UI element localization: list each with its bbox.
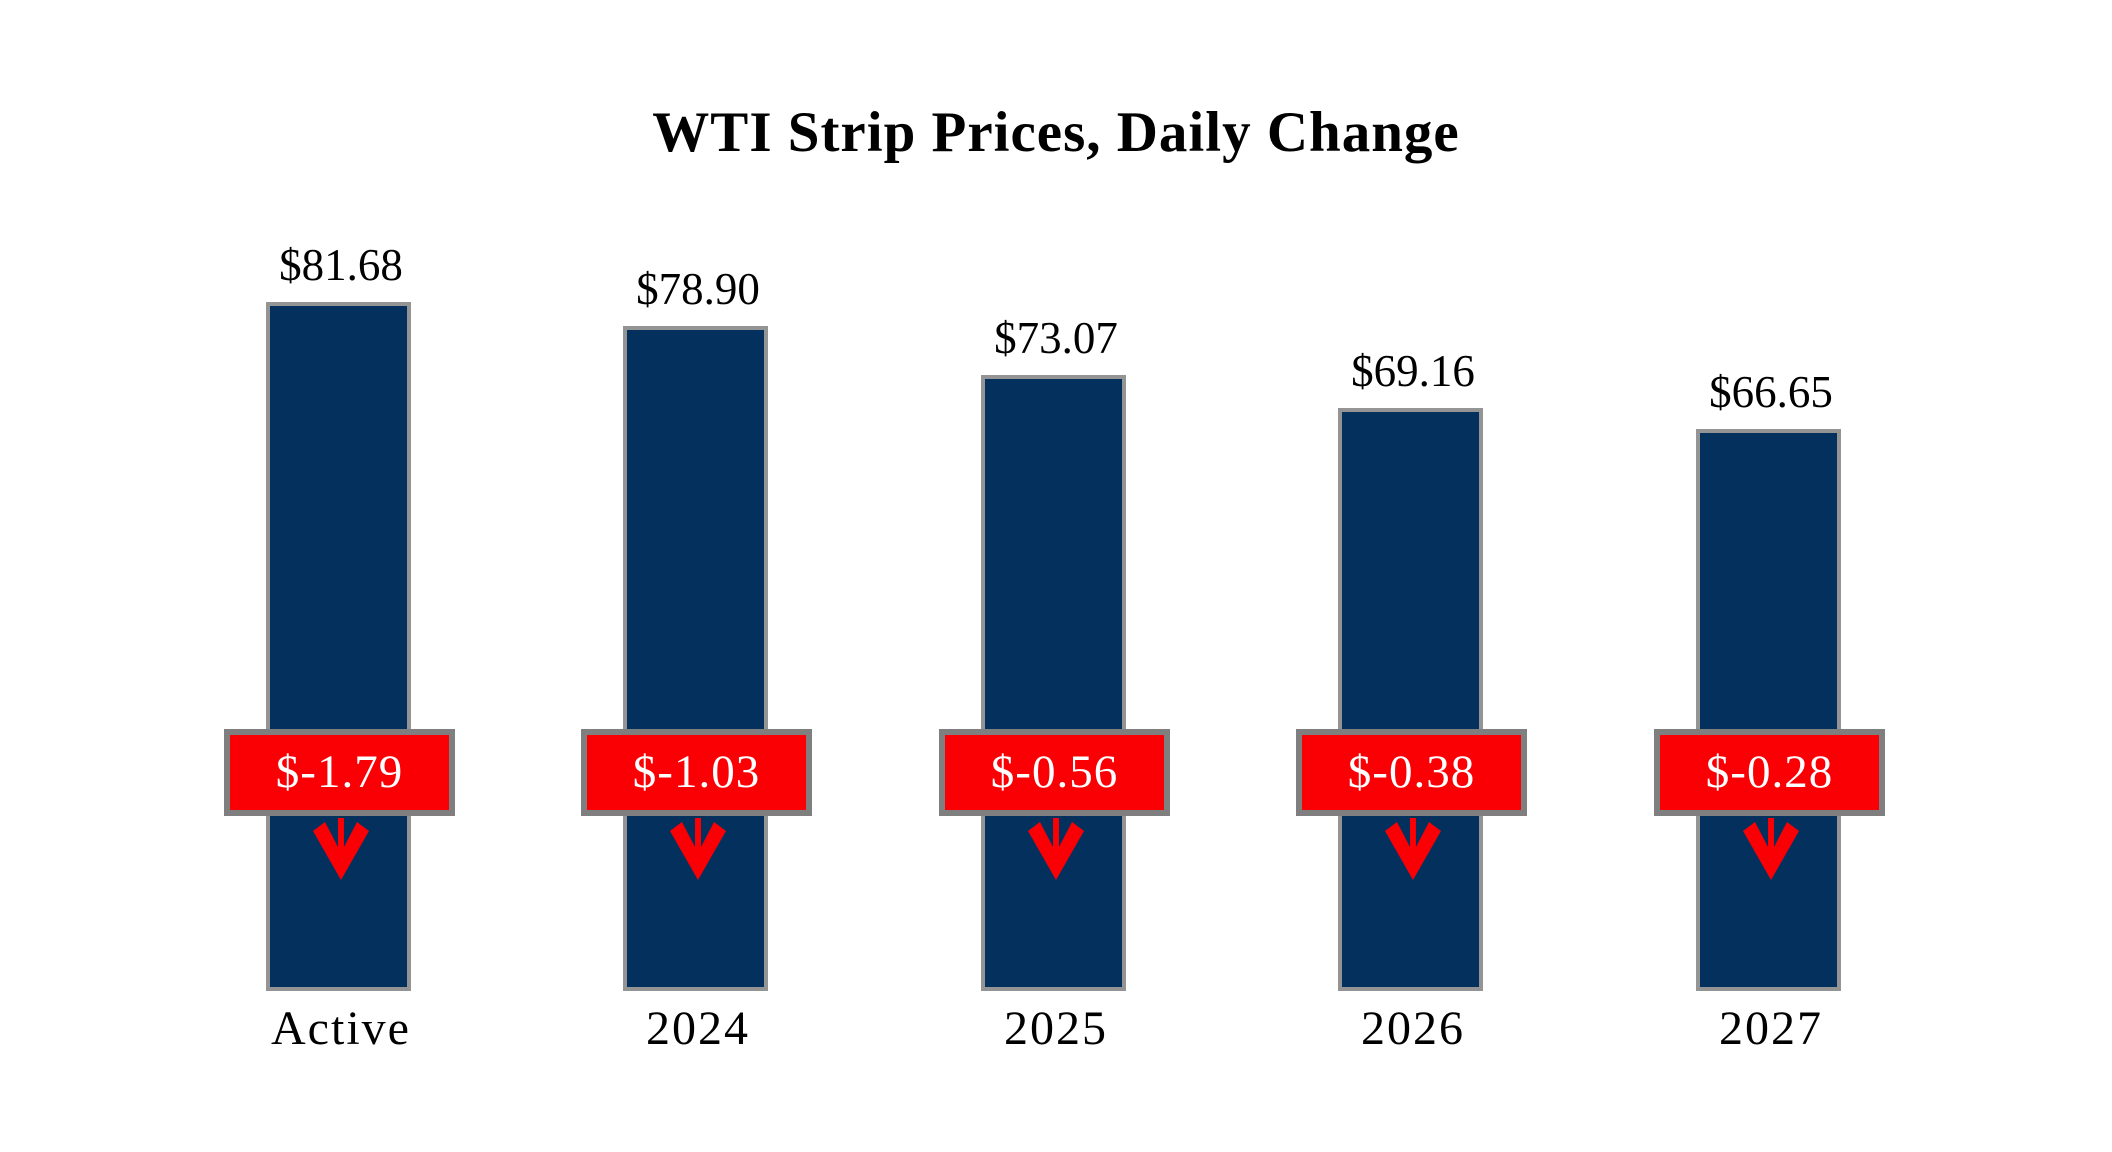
bar-group-active: $81.68 $-1.79 Active: [221, 0, 461, 1152]
change-badge: $-0.38: [1296, 729, 1527, 816]
down-arrow-icon: [313, 818, 369, 880]
category-label: 2027: [1719, 1002, 1823, 1055]
change-badge-label: $-1.79: [275, 746, 404, 798]
bar-group-2024: $78.90 $-1.03 2024: [578, 0, 818, 1152]
down-arrow-icon: [1743, 818, 1799, 880]
bar-value-label: $81.68: [279, 240, 403, 290]
down-arrow-icon: [1028, 818, 1084, 880]
change-badge-label: $-1.03: [632, 746, 761, 798]
change-badge: $-1.79: [224, 729, 455, 816]
category-label: 2024: [646, 1002, 750, 1055]
bar-value-label: $69.16: [1351, 346, 1475, 396]
change-badge-label: $-0.38: [1347, 746, 1476, 798]
bar-group-2026: $69.16 $-0.38 2026: [1293, 0, 1533, 1152]
change-badge-label: $-0.28: [1705, 746, 1834, 798]
change-badge: $-0.56: [939, 729, 1170, 816]
bar-group-2027: $66.65 $-0.28 2027: [1651, 0, 1891, 1152]
bar: [981, 375, 1126, 991]
change-badge-label: $-0.56: [990, 746, 1119, 798]
change-badge: $-0.28: [1654, 729, 1885, 816]
category-label: Active: [271, 1002, 411, 1055]
change-badge: $-1.03: [581, 729, 812, 816]
chart-title: WTI Strip Prices, Daily Change: [652, 101, 1460, 164]
bar: [1696, 429, 1841, 991]
bar: [623, 326, 768, 991]
bar-value-label: $73.07: [994, 313, 1118, 363]
bar-group-2025: $73.07 $-0.56 2025: [936, 0, 1176, 1152]
down-arrow-icon: [670, 818, 726, 880]
category-label: 2025: [1004, 1002, 1108, 1055]
bar: [1338, 408, 1483, 991]
bar-value-label: $78.90: [636, 264, 760, 314]
category-label: 2026: [1361, 1002, 1465, 1055]
down-arrow-icon: [1385, 818, 1441, 880]
bar: [266, 302, 411, 991]
bar-value-label: $66.65: [1709, 367, 1833, 417]
